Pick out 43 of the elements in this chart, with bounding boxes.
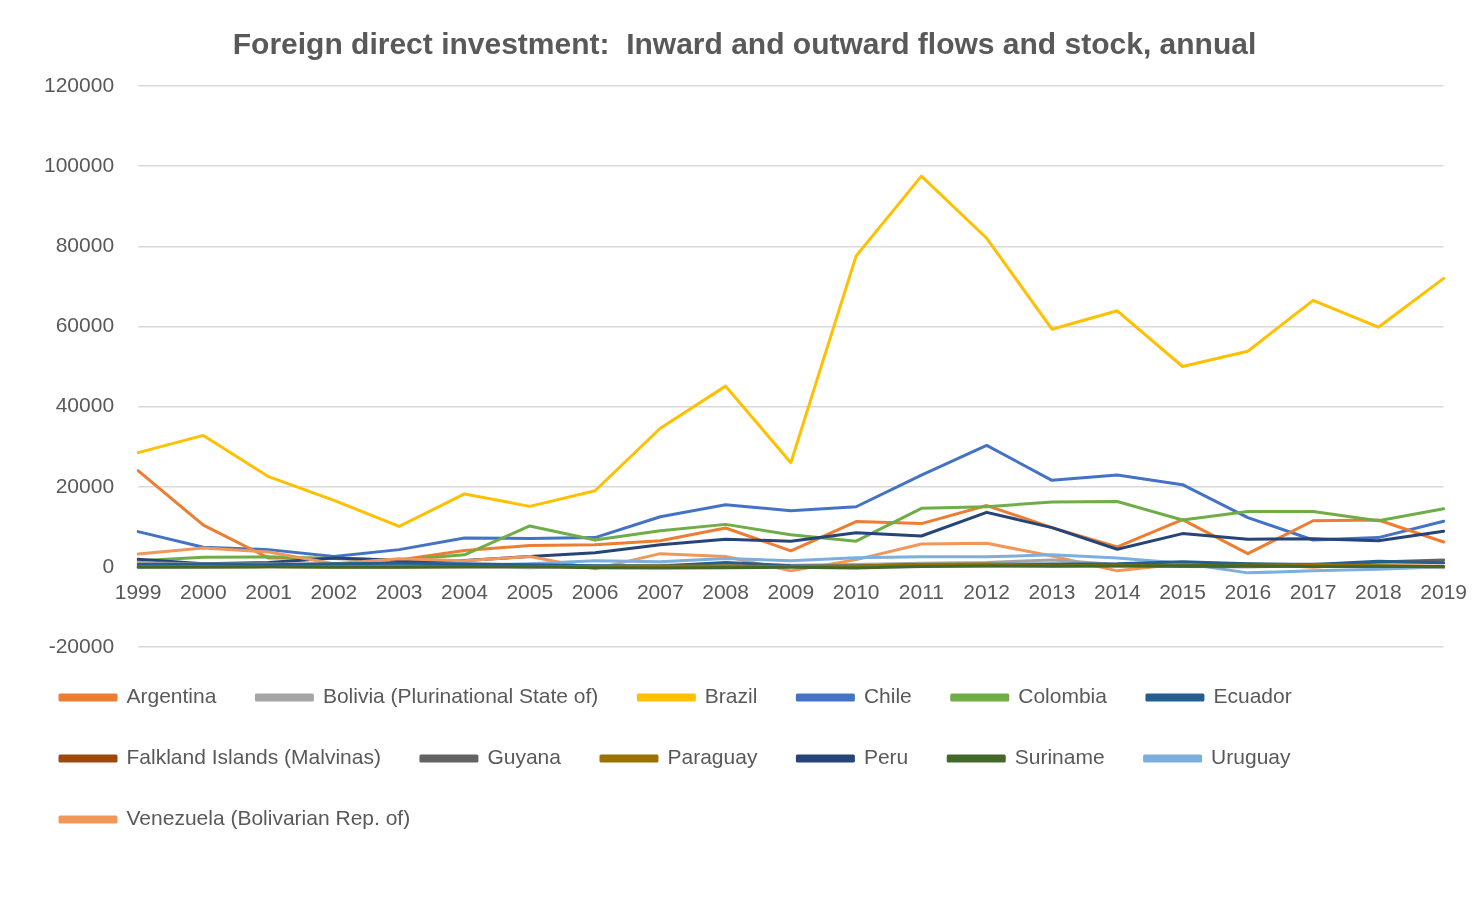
x-tick-label: 2018 [1355,580,1402,604]
legend-label: Colombia [1018,684,1108,708]
y-tick-label: 0 [102,553,115,577]
legend-label: Peru [863,745,909,769]
x-tick-label: 2003 [375,580,423,604]
y-tick-label: 60000 [55,313,115,337]
x-tick-label: 2000 [179,580,227,604]
x-tick-label: 2014 [1093,580,1141,604]
legend-label: Brazil [704,684,758,708]
x-tick-label: 2008 [702,580,749,604]
x-tick-label: 2013 [1028,580,1076,604]
x-tick-label: 2001 [245,580,292,604]
legend-label: Bolivia (Plurinational State of) [322,684,599,708]
legend-label: Paraguay [667,745,758,769]
x-tick-label: 2012 [963,580,1011,604]
x-tick-label: 2006 [571,580,619,604]
x-tick-label: 2011 [898,580,944,604]
legend-label: Chile [863,684,912,708]
x-tick-label: 2004 [441,580,489,604]
x-tick-label: 2015 [1159,580,1206,604]
legend-label: Falkland Islands (Malvinas) [126,745,381,769]
y-tick-label: 40000 [55,393,115,417]
y-tick-label: 120000 [44,72,115,96]
y-tick-label: 20000 [55,473,115,497]
x-tick-label: 2019 [1420,580,1467,604]
legend-label: Guyana [487,745,562,769]
legend-label: Suriname [1014,745,1105,769]
legend-label: Ecuador [1213,684,1292,708]
x-tick-label: 2017 [1289,580,1337,604]
x-tick-label: 2005 [506,580,554,604]
y-tick-label: 80000 [55,233,115,257]
x-tick-label: 2009 [767,580,815,604]
x-tick-label: 2002 [310,580,358,604]
x-tick-label: 2010 [832,580,880,604]
x-tick-label: 2007 [636,580,684,604]
chart-title: Foreign direct investment: Inward and outward flows and stock, annual [232,27,1257,61]
y-tick-label: -20000 [48,633,115,657]
legend-label: Argentina [126,684,217,708]
legend-label: Venezuela (Bolivarian Rep. of) [126,806,411,830]
y-tick-label: 100000 [44,152,115,176]
legend-label: Uruguay [1211,745,1291,769]
x-tick-label: 2016 [1224,580,1272,604]
x-tick-label: 1999 [114,580,162,604]
